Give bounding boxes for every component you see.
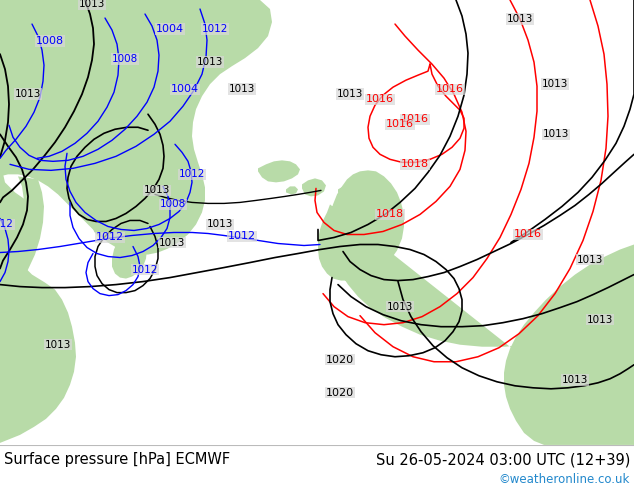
Polygon shape: [359, 188, 367, 195]
Text: 1013: 1013: [45, 340, 71, 350]
Text: 1008: 1008: [36, 36, 64, 46]
Text: Surface pressure [hPa] ECMWF: Surface pressure [hPa] ECMWF: [4, 452, 230, 467]
Polygon shape: [0, 0, 272, 254]
Polygon shape: [0, 0, 76, 443]
Polygon shape: [369, 241, 377, 246]
Polygon shape: [286, 186, 298, 195]
Polygon shape: [370, 208, 378, 215]
Text: 1012: 1012: [132, 265, 158, 274]
Text: 1013: 1013: [207, 220, 233, 229]
Polygon shape: [369, 202, 377, 208]
Text: 1013: 1013: [507, 14, 533, 24]
Text: 1013: 1013: [15, 89, 41, 99]
Text: 1013: 1013: [144, 185, 170, 196]
Text: 1013: 1013: [337, 89, 363, 99]
Text: 1008: 1008: [112, 54, 138, 64]
Text: 1016: 1016: [514, 229, 542, 240]
Text: 1013: 1013: [387, 302, 413, 312]
Text: 1020: 1020: [326, 388, 354, 398]
Text: 1016: 1016: [436, 84, 464, 94]
Polygon shape: [258, 160, 300, 182]
Text: 1012: 1012: [228, 231, 256, 242]
Polygon shape: [371, 215, 379, 220]
Text: 1013: 1013: [542, 79, 568, 89]
Text: 1004: 1004: [171, 84, 199, 94]
Text: 112: 112: [0, 220, 14, 229]
Text: 1013: 1013: [587, 315, 613, 325]
Polygon shape: [302, 178, 326, 196]
Polygon shape: [374, 219, 382, 224]
Text: 1013: 1013: [543, 129, 569, 139]
Polygon shape: [376, 241, 384, 246]
Polygon shape: [20, 0, 128, 180]
Polygon shape: [356, 195, 364, 200]
Text: 1013: 1013: [197, 57, 223, 67]
Polygon shape: [504, 245, 634, 445]
Text: 1013: 1013: [577, 254, 603, 265]
Text: 1008: 1008: [160, 199, 186, 209]
Text: ©weatheronline.co.uk: ©weatheronline.co.uk: [498, 473, 630, 487]
Text: 1013: 1013: [158, 238, 185, 247]
Polygon shape: [364, 200, 372, 206]
Text: 1020: 1020: [326, 355, 354, 365]
Polygon shape: [0, 176, 44, 331]
Text: 1016: 1016: [401, 114, 429, 124]
Polygon shape: [372, 226, 380, 232]
Polygon shape: [365, 195, 373, 200]
Text: 1018: 1018: [401, 159, 429, 170]
Text: 1013: 1013: [562, 375, 588, 385]
Text: Su 26-05-2024 03:00 UTC (12+39): Su 26-05-2024 03:00 UTC (12+39): [375, 452, 630, 467]
Text: 1013: 1013: [79, 0, 105, 9]
Polygon shape: [376, 229, 384, 236]
Polygon shape: [112, 222, 147, 279]
Polygon shape: [365, 252, 373, 259]
Polygon shape: [318, 171, 634, 445]
Text: 1012: 1012: [202, 24, 228, 34]
Text: 1018: 1018: [376, 209, 404, 220]
Text: 1016: 1016: [386, 119, 414, 129]
Polygon shape: [76, 125, 155, 239]
Text: 1013: 1013: [229, 84, 256, 94]
Text: 1012: 1012: [179, 170, 205, 179]
Polygon shape: [338, 186, 351, 196]
Text: 1004: 1004: [156, 24, 184, 34]
Text: 1012: 1012: [96, 232, 124, 243]
Polygon shape: [352, 182, 360, 188]
Text: 1016: 1016: [366, 94, 394, 104]
